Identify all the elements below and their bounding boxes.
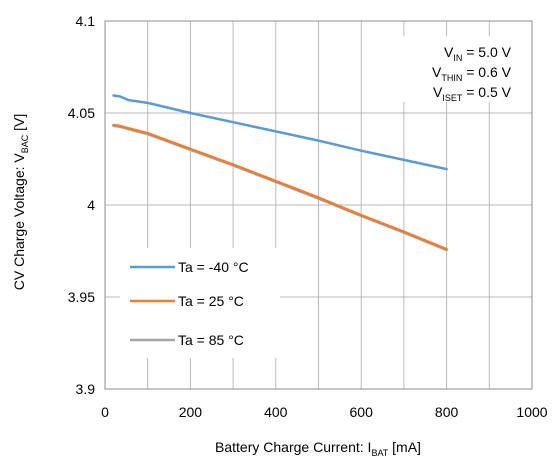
x-axis-title: Battery Charge Current: IBAT [mA] bbox=[215, 439, 421, 458]
x-tick-label: 800 bbox=[435, 404, 459, 420]
y-tick-label: 3.9 bbox=[76, 381, 96, 397]
legend: Ta = -40 °C Ta = 25 °C Ta = 85 °C bbox=[120, 248, 280, 358]
series-line-0 bbox=[112, 94, 448, 171]
y-tick-label: 4.05 bbox=[68, 105, 95, 121]
annotation-box: VIN = 5.0 V VTHIN = 0.6 V VISET = 0.5 V bbox=[392, 36, 516, 103]
y-tick-labels: 4.1 4.05 4 3.95 3.9 bbox=[68, 13, 95, 397]
annotation-line-vin: VIN = 5.0 V bbox=[444, 44, 512, 63]
legend-label-25: Ta = 25 °C bbox=[178, 293, 244, 309]
x-tick-label: 600 bbox=[350, 404, 374, 420]
annotation-background bbox=[392, 36, 516, 102]
y-tick-label: 3.95 bbox=[68, 289, 95, 305]
legend-label-85: Ta = 85 °C bbox=[178, 332, 244, 348]
y-tick-label: 4 bbox=[87, 197, 95, 213]
series-line-1 bbox=[112, 123, 448, 251]
legend-label-minus40: Ta = -40 °C bbox=[178, 259, 249, 275]
x-tick-label: 0 bbox=[101, 404, 109, 420]
x-tick-label: 400 bbox=[264, 404, 288, 420]
annotation-line-viset: VISET = 0.5 V bbox=[433, 84, 512, 103]
plot-area-border bbox=[104, 20, 533, 390]
series-lines bbox=[112, 94, 448, 252]
y-axis-title: CV Charge Voltage: VBAC [V] bbox=[11, 114, 30, 291]
x-tick-label: 1000 bbox=[516, 404, 547, 420]
x-tick-labels: 0 200 400 600 800 1000 bbox=[101, 404, 548, 420]
y-tick-label: 4.1 bbox=[76, 13, 96, 29]
x-tick-label: 200 bbox=[179, 404, 203, 420]
annotation-line-vthin: VTHIN = 0.6 V bbox=[432, 64, 512, 83]
